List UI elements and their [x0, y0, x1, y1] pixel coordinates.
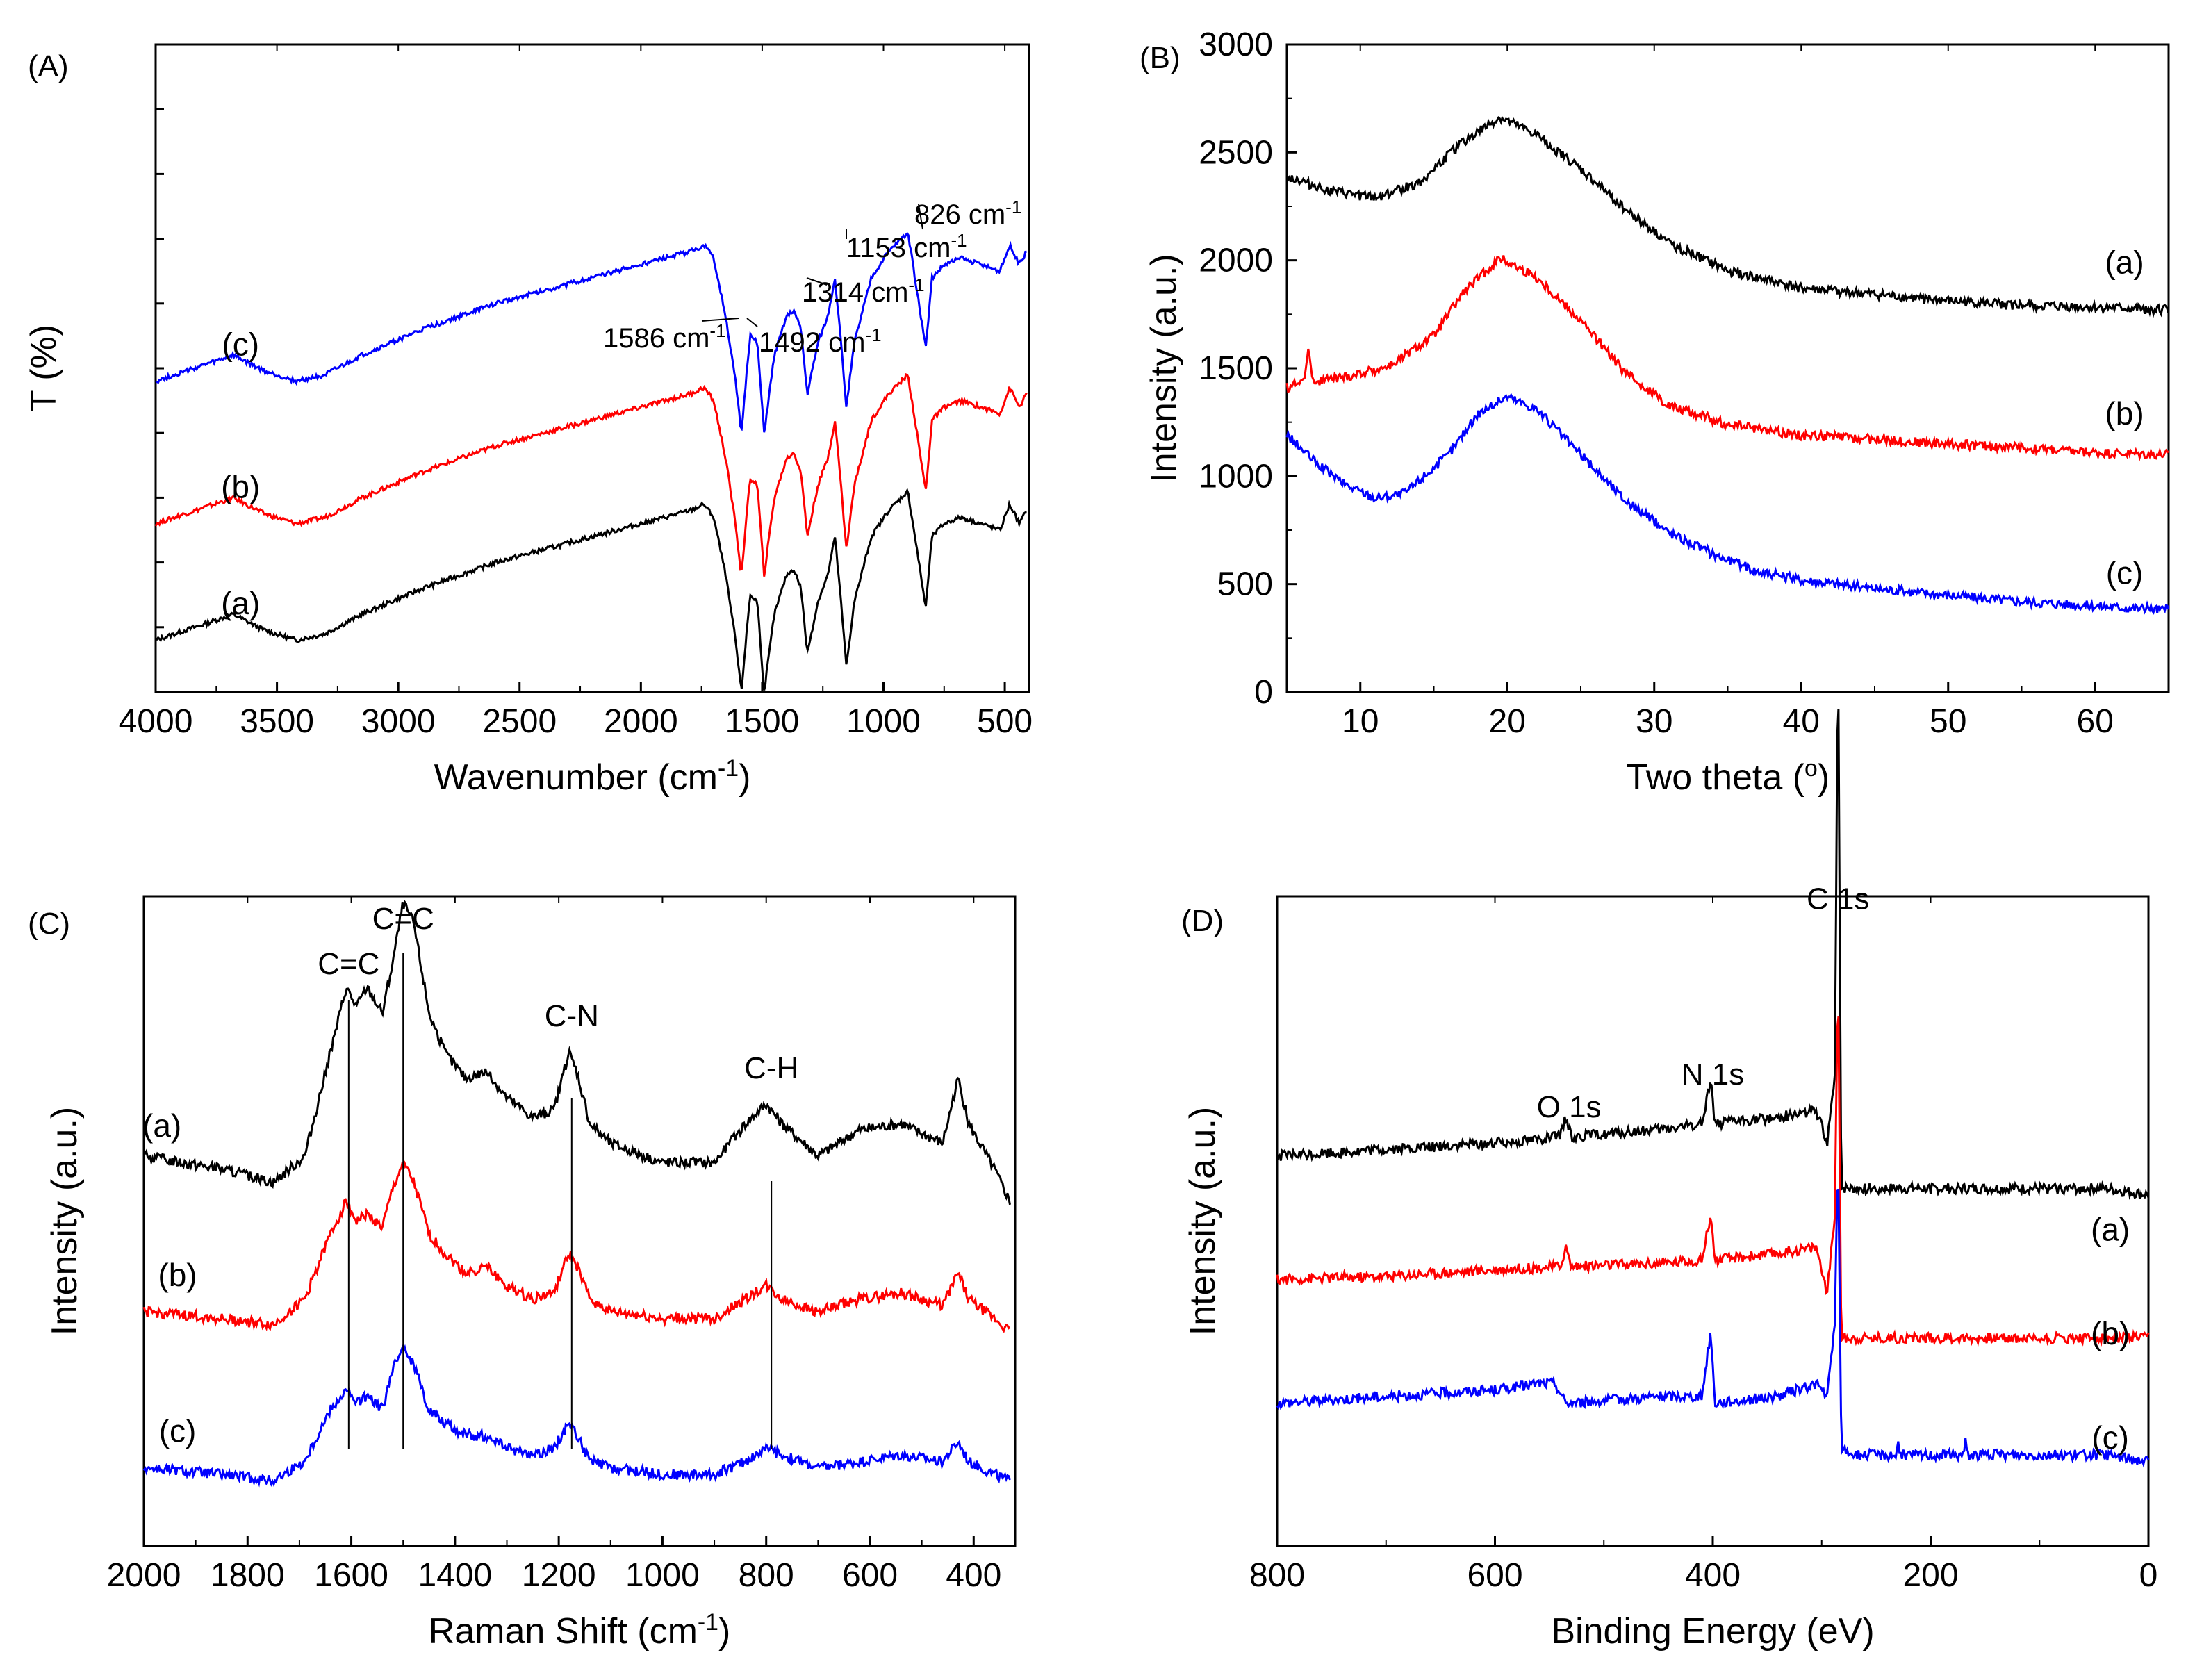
- x-tick-label: 200: [1902, 1557, 1958, 1594]
- series-line-c: [1276, 1188, 2150, 1468]
- x-tick-label: 1200: [522, 1557, 596, 1594]
- x-tick-label: 400: [1685, 1557, 1741, 1594]
- panel-label: (C): [28, 907, 70, 941]
- x-tick-label: 1500: [725, 703, 800, 740]
- panel-label: (B): [1140, 41, 1181, 75]
- curve-label: (b): [2105, 395, 2144, 431]
- plot-frame: [1285, 43, 2170, 693]
- series-line-a: [143, 899, 1011, 1205]
- peak-label: O 1s: [1537, 1090, 1602, 1124]
- x-tick-label: 800: [1249, 1557, 1305, 1594]
- peak-annotation: 1314 cm-1: [802, 274, 925, 308]
- series-line-a: [155, 488, 1027, 691]
- y-tick-label: 1000: [1199, 458, 1273, 495]
- curve-label: (c): [2091, 1419, 2129, 1456]
- curve-label: (a): [142, 1107, 181, 1144]
- x-tick-label: 3500: [240, 703, 314, 740]
- curve-label: (a): [2105, 244, 2144, 280]
- panel-a-ftir: (A) 4000 3500 3000 2500 2000 1500 1000 500 Wavenu…: [24, 43, 1033, 798]
- x-axis-label: Two theta (o): [1626, 755, 1830, 798]
- plot-frame: [1276, 895, 2150, 1547]
- x-tick-label: 600: [842, 1557, 898, 1594]
- curve-label: (a): [2091, 1212, 2130, 1248]
- x-tick-label: 60: [2077, 703, 2114, 740]
- peak-label: C 1s: [1807, 882, 1869, 916]
- panel-c-raman: (C) 2000 1800 1600 1400 1200 1000 800 600 400 Rama…: [28, 895, 1017, 1652]
- series-line-b: [154, 372, 1028, 577]
- annotation-leader: [806, 277, 828, 286]
- x-axis-label: Wavenumber (cm-1): [434, 755, 751, 798]
- y-tick-label: 0: [1254, 674, 1273, 711]
- x-tick-label: 2000: [604, 703, 678, 740]
- x-axis-label: Binding Energy (eV): [1551, 1611, 1874, 1652]
- peak-label: C=C: [318, 947, 379, 981]
- peak-annotation: 1153 cm-1: [846, 230, 967, 263]
- curve-label: (a): [221, 585, 260, 621]
- x-axis-label: Raman Shift (cm-1): [429, 1609, 731, 1652]
- x-tick-label: 500: [977, 703, 1033, 740]
- panel-label: (A): [28, 49, 69, 83]
- annotation-leader: [918, 204, 923, 230]
- x-tick-label: 400: [946, 1557, 1001, 1594]
- panel-b-xrd: (B) 10 20 30 40 50 60 0 500 1000 1500 2000 2500 3000 T…: [1140, 26, 2170, 798]
- curve-label: (b): [2091, 1315, 2130, 1351]
- x-tick-label: 800: [739, 1557, 794, 1594]
- x-tick-label: 2000: [107, 1557, 181, 1594]
- x-tick-label: 1800: [211, 1557, 285, 1594]
- x-tick-label: 1400: [418, 1557, 492, 1594]
- curve-label: (c): [159, 1413, 197, 1449]
- x-tick-label: 600: [1467, 1557, 1522, 1594]
- y-tick-label: 1500: [1199, 350, 1273, 387]
- peak-label: C-N: [545, 999, 599, 1033]
- y-axis-label: Intensity (a.u.): [1144, 254, 1184, 482]
- x-tick-label: 20: [1489, 703, 1526, 740]
- peak-annotation: 826 cm-1: [914, 197, 1021, 230]
- series-line-b: [1285, 255, 2169, 462]
- plot-frame: [154, 43, 1030, 693]
- peak-annotation: 1586 cm-1: [603, 320, 726, 354]
- series-line-c: [1285, 393, 2170, 615]
- series-line-b: [1276, 1016, 2150, 1347]
- peak-label: C=C: [372, 902, 434, 936]
- x-tick-label: 10: [1342, 703, 1379, 740]
- annotation-leader: [701, 318, 739, 322]
- x-tick-label: 3000: [361, 703, 436, 740]
- x-tick-label: 30: [1636, 703, 1672, 740]
- series-line-a: [1276, 709, 2150, 1200]
- y-tick-label: 2000: [1199, 242, 1273, 279]
- curve-label: (c): [2106, 555, 2144, 591]
- plot-frame: [142, 895, 1017, 1547]
- curve-label: (b): [158, 1257, 197, 1293]
- curve-label: (b): [221, 468, 260, 504]
- x-tick-label: 1600: [314, 1557, 388, 1594]
- series-line-c: [142, 1344, 1011, 1488]
- series-line-b: [142, 1160, 1011, 1333]
- y-tick-label: 3000: [1199, 26, 1273, 63]
- panel-d-xps: (D) 800 600 400 200 0 Binding Energy (eV) Inten…: [1181, 709, 2157, 1652]
- y-axis-label: T (%): [24, 324, 64, 412]
- y-axis-label: Intensity (a.u.): [1183, 1107, 1223, 1335]
- y-axis-label: Intensity (a.u.): [44, 1107, 85, 1335]
- panel-label: (D): [1181, 904, 1224, 938]
- x-tick-label: 1000: [625, 1557, 700, 1594]
- x-tick-label: 4000: [119, 703, 193, 740]
- x-tick-label: 2500: [482, 703, 557, 740]
- series-line-a: [1285, 115, 2170, 318]
- x-tick-label: 50: [1930, 703, 1966, 740]
- peak-label: N 1s: [1682, 1057, 1744, 1092]
- x-tick-label: 40: [1783, 703, 1820, 740]
- x-tick-label: 0: [2139, 1557, 2158, 1594]
- y-tick-label: 500: [1217, 566, 1273, 603]
- curve-label: (c): [222, 326, 259, 362]
- y-tick-label: 2500: [1199, 134, 1273, 171]
- series-line-c: [155, 231, 1027, 433]
- peak-label: C-H: [744, 1051, 798, 1085]
- x-tick-label: 1000: [846, 703, 921, 740]
- peak-annotation: 1492 cm-1: [759, 324, 882, 358]
- annotation-leader: [746, 318, 758, 327]
